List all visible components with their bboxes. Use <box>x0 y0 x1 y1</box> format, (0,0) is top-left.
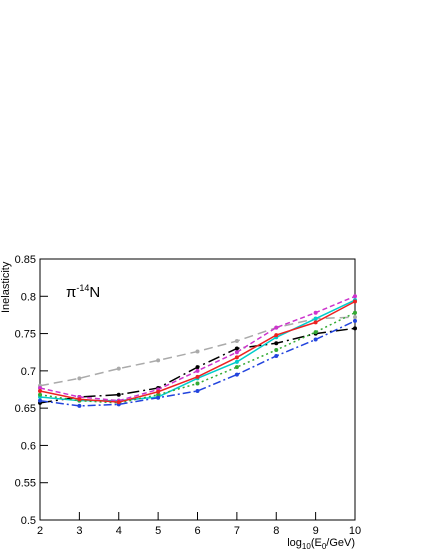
data-point <box>77 376 82 381</box>
data-point <box>234 359 239 364</box>
x-tick-label: 4 <box>116 525 122 537</box>
data-point <box>156 395 161 400</box>
data-point <box>156 389 161 394</box>
y-tick-label: 0.7 <box>21 366 36 378</box>
data-point <box>353 294 357 299</box>
data-point <box>313 330 318 335</box>
x-tick-label: 3 <box>76 525 82 537</box>
data-point <box>274 325 279 330</box>
data-point <box>274 341 279 346</box>
data-point <box>195 349 200 354</box>
data-point <box>353 310 357 315</box>
data-point <box>234 346 239 351</box>
data-point <box>313 316 318 321</box>
x-tick-label: 6 <box>194 525 200 537</box>
y-tick-label: 0.8 <box>21 291 36 303</box>
data-point <box>156 358 161 363</box>
y-tick-label: 0.55 <box>15 478 36 490</box>
data-point <box>38 386 42 391</box>
series-line <box>39 320 356 407</box>
x-axis-label: log10(E0/GeV) <box>287 537 355 551</box>
data-point <box>116 392 121 397</box>
data-point <box>195 374 200 379</box>
data-point <box>195 388 200 393</box>
data-point <box>234 339 239 344</box>
data-point <box>156 392 161 397</box>
data-point <box>274 333 279 338</box>
data-point <box>313 320 318 325</box>
data-point <box>353 326 357 331</box>
data-point <box>116 400 121 405</box>
data-point <box>353 315 357 320</box>
data-point <box>274 347 279 352</box>
data-point <box>195 365 200 370</box>
x-tick-label: 9 <box>313 525 319 537</box>
data-point <box>353 318 357 323</box>
data-point <box>77 397 82 402</box>
data-point <box>38 388 42 393</box>
data-point <box>77 403 82 408</box>
data-point <box>234 350 239 355</box>
data-point <box>234 365 239 370</box>
y-tick-label: 0.75 <box>15 329 36 341</box>
y-tick-label: 0.65 <box>15 403 36 415</box>
x-tick-label: 7 <box>234 525 240 537</box>
y-tick-label: 0.85 <box>15 254 36 266</box>
data-point <box>195 381 200 386</box>
data-point <box>274 353 279 358</box>
data-point <box>234 355 239 360</box>
y-tick-label: 0.5 <box>21 515 36 527</box>
data-point <box>353 299 357 304</box>
data-point <box>116 366 121 371</box>
data-point <box>313 337 318 342</box>
y-tick-label: 0.6 <box>21 440 36 452</box>
annotation: π-14N <box>66 283 100 301</box>
x-tick-label: 2 <box>37 525 43 537</box>
x-tick-label: 10 <box>349 525 361 537</box>
x-tick-label: 5 <box>155 525 161 537</box>
data-point <box>234 372 239 377</box>
x-tick-label: 8 <box>273 525 279 537</box>
data-point <box>38 398 42 403</box>
data-point <box>195 368 200 373</box>
data-point <box>313 310 318 315</box>
data-point <box>38 392 42 397</box>
y-axis-label: Inelasticity <box>0 261 12 313</box>
